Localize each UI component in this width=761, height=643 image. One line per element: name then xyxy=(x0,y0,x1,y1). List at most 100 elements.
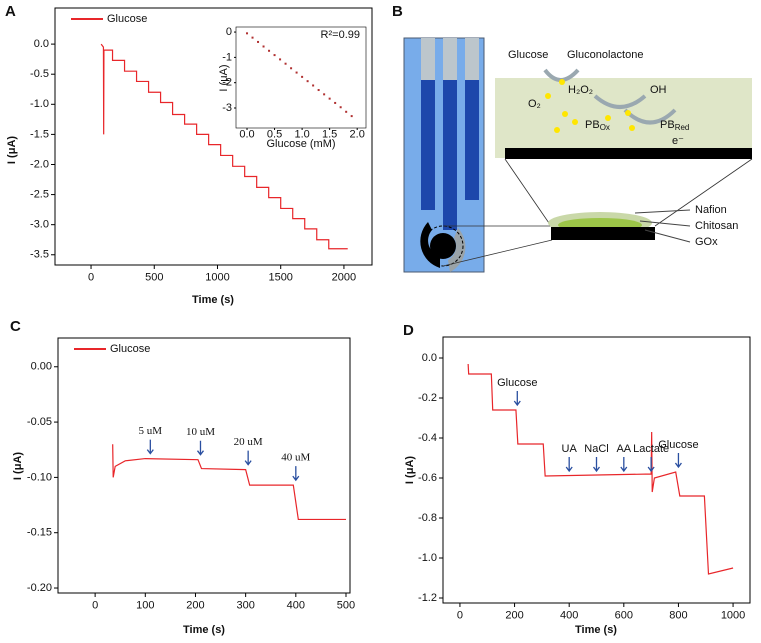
data-point xyxy=(290,67,293,70)
diagram-label: GOx xyxy=(695,236,718,248)
diagram-label: Chitosan xyxy=(695,220,738,232)
x-tick-label: 0 xyxy=(92,600,98,612)
data-point xyxy=(284,62,287,65)
y-axis-label: I (μA) xyxy=(404,456,416,484)
small-electrode xyxy=(551,227,655,240)
data-point xyxy=(345,110,348,113)
diagram-label-main: PB xyxy=(585,119,600,131)
diagram-label: PBOx xyxy=(585,119,610,132)
diagram-label-main: PB xyxy=(660,119,675,131)
y-tick-label: -3 xyxy=(222,102,232,114)
y-tick-label: -0.15 xyxy=(27,527,52,539)
y-tick-label: -0.2 xyxy=(418,392,437,404)
diagram-label: Glucose xyxy=(508,49,548,61)
zoom-line xyxy=(442,239,553,267)
y-tick-label: -1.2 xyxy=(418,592,437,604)
diagram-label: e⁻ xyxy=(672,135,684,147)
diagram-label: Gluconolactone xyxy=(567,49,643,61)
y-tick-label: -2.0 xyxy=(30,158,49,170)
y-tick-label: -0.4 xyxy=(418,432,437,444)
annotation-label: 40 uM xyxy=(281,452,310,464)
panel-label: D xyxy=(403,322,414,339)
y-axis-label: I (μA) xyxy=(12,452,24,480)
annotation-label: AA xyxy=(616,443,631,455)
annotation-label: 10 uM xyxy=(186,426,215,438)
data-point xyxy=(339,106,342,109)
zoom-line xyxy=(504,158,552,227)
data-point xyxy=(328,97,331,100)
annotation-arrow xyxy=(146,439,154,455)
diagram-label-sub: Red xyxy=(675,123,690,132)
y-tick-label: -1.5 xyxy=(30,128,49,140)
annotation-arrow xyxy=(647,457,655,473)
annotation-label: NaCl xyxy=(584,443,608,455)
data-point xyxy=(246,32,249,35)
panel-label: A xyxy=(5,3,16,20)
diagram-label: Nafion xyxy=(695,204,727,216)
y-tick-label: -0.05 xyxy=(27,416,52,428)
y-tick-label: -3.0 xyxy=(30,219,49,231)
x-tick-label: 500 xyxy=(337,600,355,612)
inset-frame xyxy=(235,26,367,129)
y-axis-label: I (μA) xyxy=(218,64,230,91)
pointer xyxy=(634,209,691,214)
data-line xyxy=(112,444,346,521)
y-tick-label: -0.8 xyxy=(418,512,437,524)
y-tick-label: -3.5 xyxy=(30,249,49,261)
data-point xyxy=(295,71,298,74)
trace xyxy=(443,80,457,230)
trace xyxy=(465,80,479,200)
data-point xyxy=(262,45,265,48)
data-line xyxy=(100,43,348,250)
x-axis-label: Glucose (mM) xyxy=(266,138,335,150)
x-tick-label: 1000 xyxy=(721,610,745,622)
diagram-label-sub: Ox xyxy=(600,123,610,132)
x-tick-label: 100 xyxy=(136,600,154,612)
data-point xyxy=(306,80,309,83)
pointer xyxy=(639,220,691,227)
y-tick-label: 0 xyxy=(226,26,232,38)
y-tick-label: -1.0 xyxy=(30,98,49,110)
x-axis-label: Time (s) xyxy=(575,624,617,636)
pointer xyxy=(644,229,691,243)
x-tick-label: 2.0 xyxy=(350,129,365,141)
y-tick-label: -1.0 xyxy=(418,552,437,564)
x-tick-label: 1000 xyxy=(205,272,229,284)
electrode-layer xyxy=(505,148,752,159)
x-tick-label: 0 xyxy=(457,610,463,622)
film xyxy=(495,78,752,158)
data-point xyxy=(251,36,254,39)
y-tick-label: -1 xyxy=(222,51,232,63)
x-tick-label: 600 xyxy=(615,610,633,622)
enzyme-dots xyxy=(545,79,635,133)
x-tick-label: 1.5 xyxy=(322,129,337,141)
working-electrode xyxy=(430,233,456,259)
x-tick-label: 0.0 xyxy=(239,129,254,141)
data-point xyxy=(334,101,337,104)
y-tick-label: -0.5 xyxy=(30,68,49,80)
annotation-label: 20 uM xyxy=(234,436,263,448)
y-tick-label: -0.20 xyxy=(27,582,52,594)
x-tick-label: 500 xyxy=(145,272,163,284)
x-tick-label: 200 xyxy=(186,600,204,612)
x-tick-label: 200 xyxy=(505,610,523,622)
contact xyxy=(443,38,457,80)
x-tick-label: 800 xyxy=(669,610,687,622)
x-tick-label: 0 xyxy=(88,272,94,284)
annotation-label: UA xyxy=(562,443,578,455)
y-tick-label: -2.5 xyxy=(30,188,49,200)
plot-frame xyxy=(57,337,351,594)
contact xyxy=(421,38,435,80)
contact xyxy=(465,38,479,80)
annotation: R²=0.99 xyxy=(321,29,360,41)
diagram-label: OH xyxy=(650,84,667,96)
y-tick-label: 0.0 xyxy=(422,352,437,364)
annotation-arrow xyxy=(674,453,682,469)
annotation-arrow xyxy=(513,391,521,407)
data-point xyxy=(279,58,282,61)
diagram-b: B Glucose Gluconolactone O₂ xyxy=(392,3,753,273)
data-point xyxy=(301,75,304,78)
x-tick-label: 300 xyxy=(236,600,254,612)
data-point xyxy=(257,40,260,43)
